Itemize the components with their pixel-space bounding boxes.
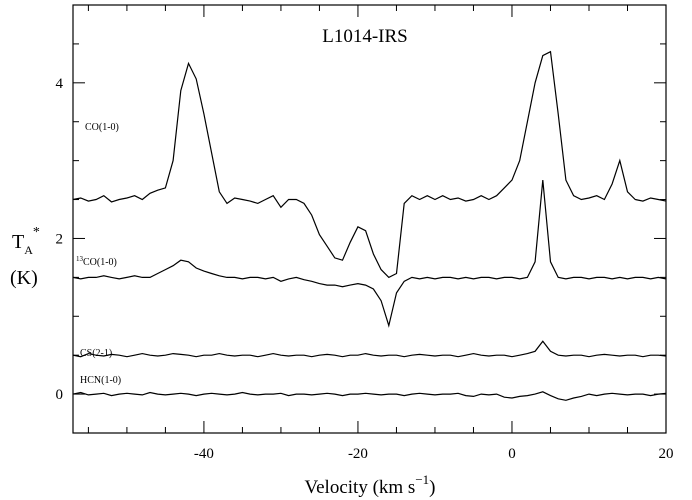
spectrum-line <box>72 391 667 401</box>
y-tick-label: 0 <box>56 387 64 403</box>
y-label-main: T <box>12 231 24 253</box>
x-tick-label: -20 <box>348 446 368 462</box>
x-tick-label: 20 <box>659 446 674 462</box>
series-label-sup: 13 <box>76 255 84 263</box>
series-label-text: CS(2-1) <box>80 348 112 359</box>
y-label-sub: A <box>24 243 33 257</box>
series-label-text: CO(1-0) <box>85 122 119 133</box>
y-tick-label: 2 <box>56 231 64 247</box>
x-tick-label: 0 <box>508 446 516 462</box>
spectrum-line <box>72 180 667 328</box>
x-label-text: Velocity (km s <box>305 477 416 498</box>
x-label-sup: −1 <box>415 472 429 487</box>
y-axis-unit: (K) <box>10 267 38 289</box>
series-label: CS(2-1) <box>80 348 112 359</box>
plot-frame <box>72 4 667 434</box>
x-tick-label: -40 <box>194 446 214 462</box>
x-label-end: ) <box>429 477 435 498</box>
x-axis-label: Velocity (km s−1) <box>305 472 436 498</box>
series-label: CO(1-0) <box>85 122 119 133</box>
series-label: HCN(1-0) <box>80 375 121 386</box>
y-tick-label: 4 <box>56 76 64 92</box>
chart-title: L1014-IRS <box>322 26 408 47</box>
spectrum-line <box>72 340 667 358</box>
series-label: 13CO(1-0) <box>76 255 117 268</box>
series-label-text: HCN(1-0) <box>80 375 121 386</box>
y-label-sup: * <box>33 225 40 240</box>
series-label-text: CO(1-0) <box>83 257 117 268</box>
y-axis-label: TA* <box>12 225 40 257</box>
spectrum-line <box>72 50 667 279</box>
